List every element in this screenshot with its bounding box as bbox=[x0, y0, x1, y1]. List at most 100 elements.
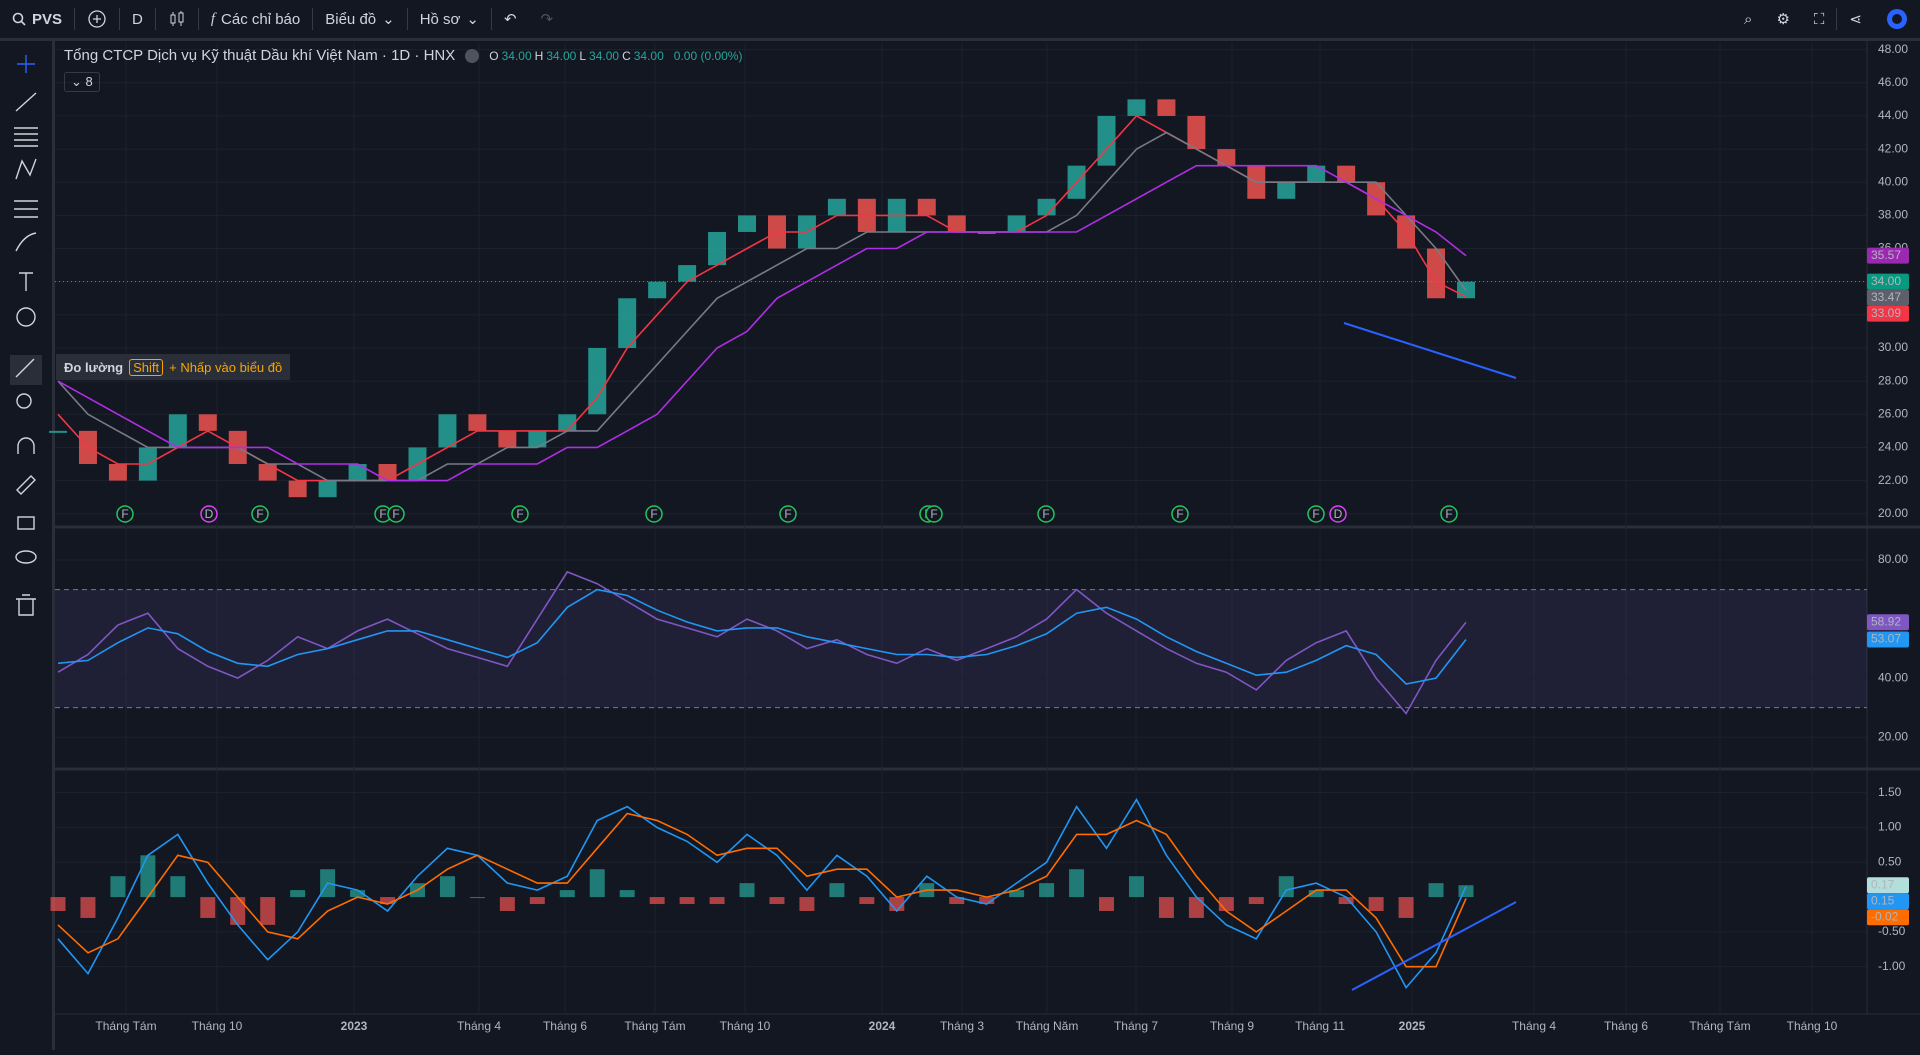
y-tick-label: 80.00 bbox=[1878, 552, 1908, 566]
candle bbox=[797, 215, 816, 249]
time-label: Tháng Tám bbox=[1689, 1019, 1750, 1033]
chevron: ⌄ bbox=[382, 11, 395, 28]
symbol-search[interactable]: PVS bbox=[0, 0, 74, 38]
collapse-button[interactable]: ⌄ 8 bbox=[64, 72, 100, 92]
trendline-tool[interactable] bbox=[15, 92, 37, 112]
event-marker bbox=[116, 505, 134, 523]
event-label: F bbox=[784, 507, 791, 521]
legend-change: 0.00 (0.00%) bbox=[673, 48, 743, 63]
indicator-line bbox=[57, 812, 1467, 968]
settings[interactable]: ⚙ bbox=[1776, 11, 1790, 28]
histogram-bar bbox=[439, 876, 455, 898]
histogram-bar bbox=[859, 897, 875, 905]
hide-tool[interactable] bbox=[15, 550, 37, 564]
brush-tool[interactable] bbox=[15, 232, 37, 252]
event-label: D bbox=[1334, 507, 1343, 521]
ohlc-value: 34.00 bbox=[589, 48, 620, 63]
histogram-bar bbox=[979, 897, 995, 905]
magnet-tool[interactable] bbox=[17, 437, 35, 454]
ohlc-value: 34.00 bbox=[633, 48, 664, 63]
plus-icon bbox=[88, 10, 106, 28]
event-marker bbox=[919, 505, 937, 523]
candle bbox=[1037, 198, 1056, 216]
candle bbox=[528, 430, 547, 448]
histogram-bar bbox=[1398, 897, 1414, 918]
lock-tool[interactable] bbox=[17, 516, 35, 530]
time-label: Tháng 6 bbox=[543, 1019, 587, 1033]
indicators-button[interactable]: f Các chỉ báo bbox=[199, 0, 312, 38]
event-label: F bbox=[379, 507, 386, 521]
histogram-bar bbox=[619, 890, 635, 898]
histogram-bar bbox=[709, 897, 725, 905]
candle bbox=[1157, 99, 1176, 116]
time-label: Tháng Tám bbox=[95, 1019, 156, 1033]
y-tick-label: 36.00 bbox=[1878, 241, 1908, 255]
interval[interactable]: D bbox=[132, 10, 143, 28]
histogram-bar bbox=[499, 897, 515, 911]
event-label: F bbox=[121, 507, 128, 521]
logo-icon bbox=[1887, 9, 1907, 29]
candle bbox=[917, 198, 936, 216]
candle bbox=[468, 414, 487, 431]
candle bbox=[618, 298, 637, 348]
add-symbol[interactable] bbox=[75, 0, 119, 38]
time-label: Tháng 6 bbox=[1604, 1019, 1648, 1033]
pattern-tool[interactable] bbox=[15, 158, 37, 180]
histogram-bar bbox=[80, 897, 96, 918]
zoom-tool[interactable] bbox=[16, 393, 32, 409]
candle bbox=[558, 414, 577, 431]
fullscreen[interactable]: ⛶ bbox=[1813, 10, 1825, 28]
histogram-bar bbox=[529, 897, 545, 905]
y-tick-label: 40.00 bbox=[1878, 670, 1908, 684]
separator bbox=[1836, 8, 1838, 30]
emoji-tool[interactable] bbox=[16, 307, 36, 327]
y-tick-label: -1.00 bbox=[1878, 959, 1906, 973]
time-label: 2024 bbox=[869, 1019, 896, 1033]
candle bbox=[977, 231, 996, 234]
event-marker bbox=[511, 505, 529, 523]
separator bbox=[197, 8, 199, 30]
time-label: Tháng 4 bbox=[457, 1019, 501, 1033]
candle bbox=[198, 414, 217, 431]
lock-draw-tool[interactable] bbox=[16, 475, 36, 495]
share[interactable]: ⋖ bbox=[1849, 11, 1862, 28]
event-marker bbox=[779, 505, 797, 523]
chart-style[interactable] bbox=[156, 0, 198, 38]
histogram-bar bbox=[350, 890, 366, 898]
crosshair-tool[interactable] bbox=[17, 55, 35, 73]
y-tick-label: 20.00 bbox=[1878, 729, 1908, 743]
time-label: Tháng Năm bbox=[1016, 1019, 1079, 1033]
forecast-tool[interactable] bbox=[14, 200, 38, 218]
fx-icon: f bbox=[210, 10, 216, 27]
quick-search[interactable]: ⌕ bbox=[1744, 10, 1753, 28]
collapse-count: 8 bbox=[85, 74, 93, 89]
measure-tool[interactable] bbox=[15, 358, 35, 378]
profile-menu[interactable]: Hồ sơ ⌄ bbox=[408, 0, 491, 38]
fib-tool[interactable] bbox=[14, 127, 38, 147]
legend-dot[interactable] bbox=[465, 48, 480, 63]
text-tool[interactable] bbox=[19, 272, 33, 291]
candle bbox=[1217, 149, 1236, 166]
histogram-bar bbox=[679, 897, 695, 905]
logo[interactable] bbox=[1874, 0, 1920, 38]
event-label: F bbox=[1312, 507, 1319, 521]
redo[interactable]: ↷ bbox=[540, 11, 554, 28]
search-icon bbox=[12, 12, 26, 26]
price-label-bg bbox=[1867, 247, 1909, 264]
undo[interactable]: ↶ bbox=[503, 11, 517, 28]
event-label: D bbox=[205, 507, 214, 521]
y-tick-label: 24.00 bbox=[1878, 440, 1908, 454]
histogram-bar bbox=[410, 883, 425, 898]
chart-menu[interactable]: Biểu đồ ⌄ bbox=[313, 0, 406, 38]
y-tick-label: 1.50 bbox=[1878, 785, 1902, 799]
event-label: F bbox=[392, 507, 399, 521]
delete-tool[interactable] bbox=[16, 594, 36, 616]
y-tick-label: 46.00 bbox=[1878, 75, 1908, 89]
histogram-bar bbox=[1218, 897, 1234, 911]
price-label: 33.09 bbox=[1871, 306, 1901, 320]
histogram-bar bbox=[260, 897, 276, 925]
measure-tool-bg[interactable] bbox=[10, 355, 42, 385]
price-label-bg bbox=[1867, 273, 1909, 290]
